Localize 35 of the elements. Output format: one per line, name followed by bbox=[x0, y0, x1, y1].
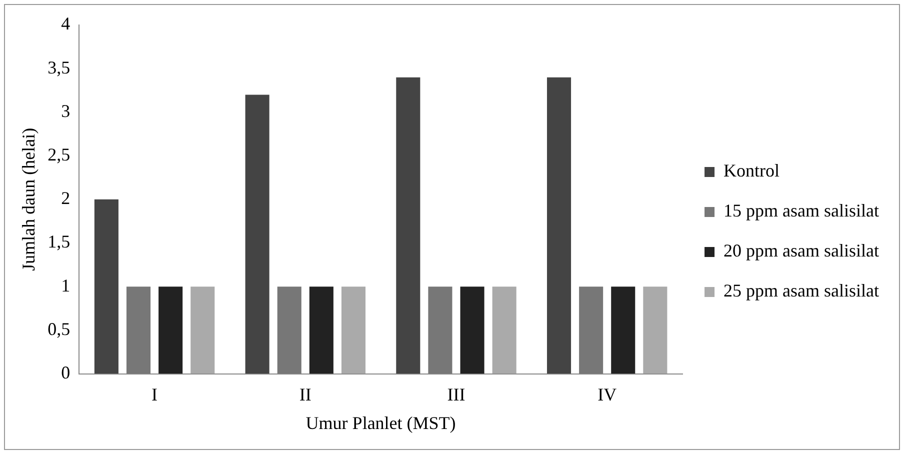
bar bbox=[190, 286, 215, 374]
x-tick-label: I bbox=[152, 384, 158, 404]
y-tick-label: 0,5 bbox=[48, 318, 70, 339]
x-tick-label: IV bbox=[598, 384, 617, 404]
legend-label: 25 ppm asam salisilat bbox=[724, 280, 880, 301]
y-tick-label: 3,5 bbox=[48, 57, 70, 78]
x-tick-label: II bbox=[299, 384, 312, 404]
bar bbox=[546, 77, 572, 374]
bar bbox=[94, 199, 118, 374]
bar bbox=[611, 286, 636, 374]
legend-label: 15 ppm asam salisilat bbox=[724, 200, 880, 221]
bar bbox=[460, 286, 484, 374]
bar bbox=[126, 286, 151, 374]
bar bbox=[428, 286, 452, 374]
bar bbox=[309, 286, 334, 374]
y-tick-label: 2,5 bbox=[48, 144, 70, 165]
bar bbox=[158, 286, 183, 374]
y-tick-label: 4 bbox=[61, 14, 70, 34]
bar bbox=[492, 286, 516, 374]
bar bbox=[396, 77, 420, 374]
bar bbox=[341, 286, 366, 374]
y-tick-label: 3 bbox=[61, 100, 70, 121]
y-axis-title: Jumlah daun (helai) bbox=[18, 128, 39, 271]
y-tick-label: 2 bbox=[61, 188, 70, 208]
legend-label: Kontrol bbox=[724, 160, 780, 181]
x-tick-label: III bbox=[447, 384, 466, 404]
y-tick-label: 0 bbox=[61, 362, 70, 383]
x-axis-title: Umur Planlet (MST) bbox=[306, 412, 456, 433]
y-tick-label: 1 bbox=[61, 275, 70, 296]
bar bbox=[277, 286, 302, 374]
legend-label: 20 ppm asam salisilat bbox=[724, 240, 880, 261]
bar bbox=[579, 286, 604, 374]
bar bbox=[643, 286, 668, 374]
y-tick-label: 1,5 bbox=[48, 232, 70, 252]
bar bbox=[245, 94, 270, 374]
